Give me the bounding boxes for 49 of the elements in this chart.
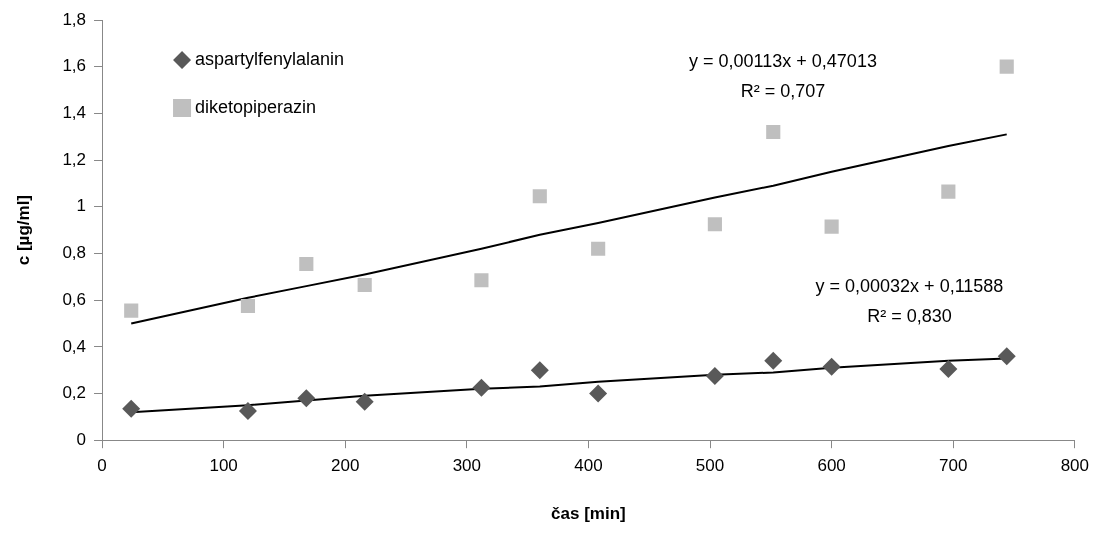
point: [297, 389, 316, 408]
y-tick-label: 0,6: [62, 289, 87, 309]
x-tick-label: 100: [209, 456, 238, 476]
point: [472, 378, 491, 397]
legend-label: diketopiperazin: [195, 96, 317, 117]
y-tick-label: 0: [76, 429, 87, 449]
legend-label: aspartylfenylalanin: [195, 48, 345, 69]
x-tick-label: 200: [331, 456, 360, 476]
point: [299, 256, 314, 272]
point: [939, 360, 958, 378]
point: [591, 241, 606, 256]
point: [355, 392, 374, 411]
point: [240, 298, 256, 314]
point: [474, 273, 489, 288]
point: [764, 351, 783, 370]
point: [532, 189, 547, 204]
point: [530, 361, 549, 380]
annotation: y = 0,00113x + 0,47013 R² = 0,707: [689, 50, 877, 101]
annotation: y = 0,00032x + 0,11588 R² = 0,830: [815, 275, 1004, 326]
point: [589, 384, 608, 403]
point: [824, 219, 839, 234]
point: [705, 367, 724, 385]
x-tick-label: 0: [97, 456, 107, 476]
point: [941, 184, 956, 199]
y-tick-label: 1,6: [62, 56, 87, 76]
y-tick-label: 1,4: [62, 103, 87, 123]
point: [822, 357, 841, 376]
point: [124, 303, 139, 318]
point: [357, 277, 372, 293]
y-tick-label: 0,8: [62, 243, 87, 263]
y-tick-label: 1,2: [62, 149, 87, 169]
x-tick-label: 300: [452, 456, 482, 476]
point: [997, 347, 1016, 366]
x-tick-label: 500: [695, 456, 725, 476]
x-tick-label: 800: [1060, 456, 1090, 476]
x-tick-label: 700: [939, 456, 968, 476]
point: [707, 217, 722, 232]
y-tick-label: 1,8: [62, 9, 87, 29]
y-tick-label: 1: [76, 196, 87, 216]
point: [238, 402, 257, 421]
point: [999, 59, 1014, 74]
x-axis-title: čas [min]: [551, 504, 626, 524]
y-tick-label: 0,2: [62, 383, 87, 403]
y-tick-label: 0,4: [62, 336, 87, 356]
point: [122, 399, 141, 418]
y-axis-title: c [µg/ml]: [13, 194, 33, 266]
point: [766, 124, 781, 140]
x-tick-label: 600: [817, 456, 846, 476]
x-tick-label: 400: [574, 456, 603, 476]
